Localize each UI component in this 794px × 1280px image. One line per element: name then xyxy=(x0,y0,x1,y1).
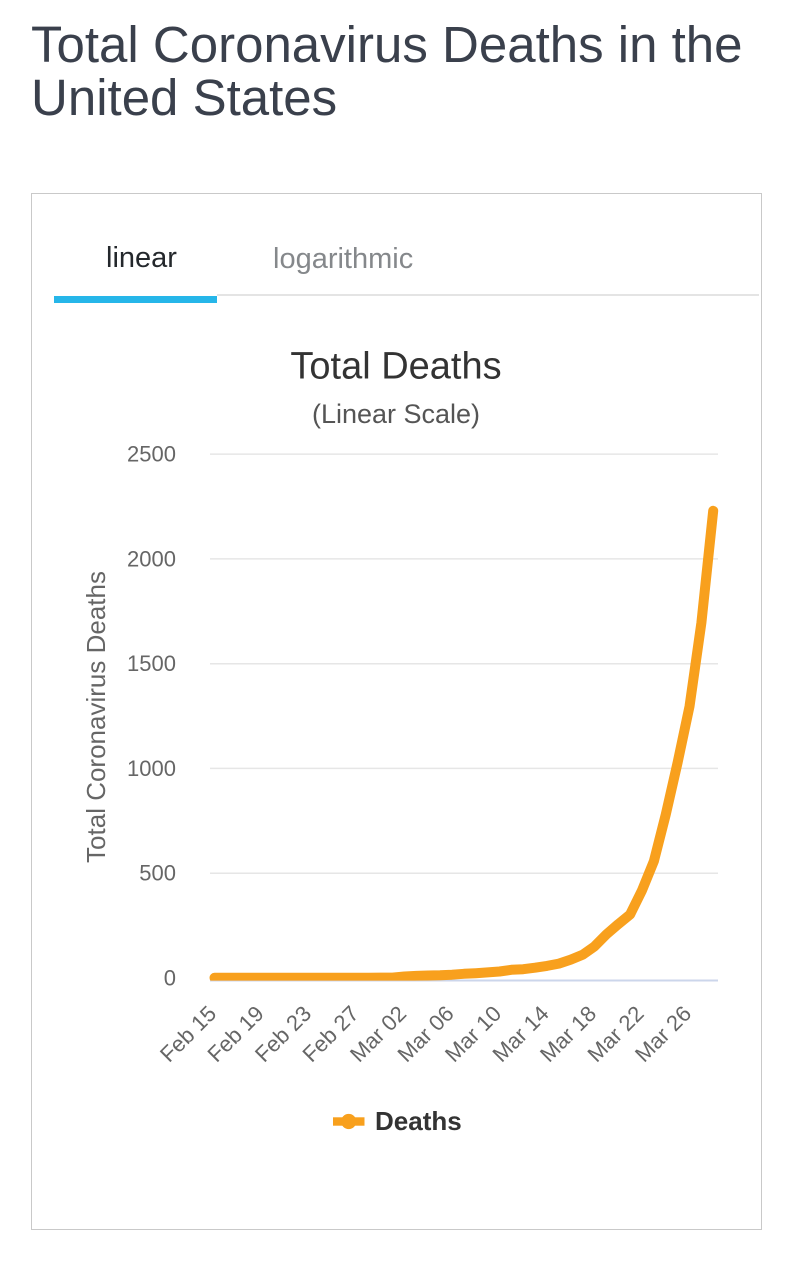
svg-text:500: 500 xyxy=(139,861,176,886)
svg-text:(Linear Scale): (Linear Scale) xyxy=(312,399,480,429)
svg-text:0: 0 xyxy=(164,965,176,990)
svg-text:1500: 1500 xyxy=(127,651,176,676)
svg-text:2500: 2500 xyxy=(127,442,176,467)
svg-text:2000: 2000 xyxy=(127,546,176,571)
svg-text:Deaths: Deaths xyxy=(375,1106,462,1136)
svg-text:Total Deaths: Total Deaths xyxy=(290,346,501,388)
svg-text:Total Coronavirus Deaths: Total Coronavirus Deaths xyxy=(81,571,111,863)
svg-text:1000: 1000 xyxy=(127,756,176,781)
